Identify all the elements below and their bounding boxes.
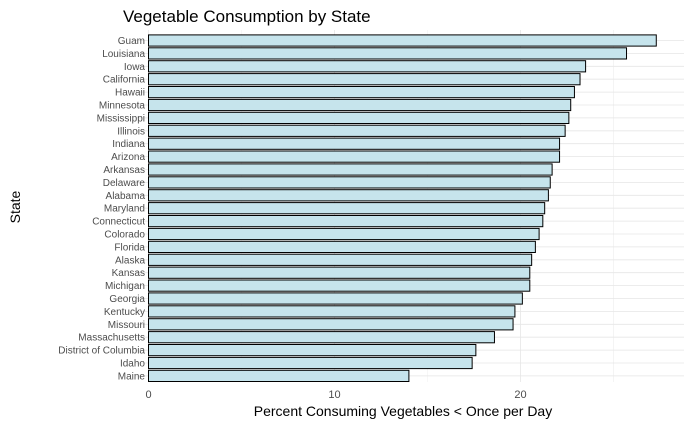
y-tick-label: Kentucky bbox=[104, 307, 145, 318]
bar-michigan bbox=[148, 279, 531, 292]
y-tick-label: Florida bbox=[114, 242, 145, 253]
bar-illinois bbox=[148, 124, 566, 137]
bar-iowa bbox=[148, 60, 587, 73]
y-tick-label: Iowa bbox=[124, 62, 146, 73]
bars bbox=[148, 34, 657, 382]
y-tick-label: Louisiana bbox=[102, 49, 145, 60]
bar-colorado bbox=[148, 227, 540, 241]
x-tick-label: 20 bbox=[514, 389, 526, 401]
x-tick-labels: 0 10 20 bbox=[145, 389, 526, 401]
y-axis-title: State bbox=[7, 190, 23, 223]
y-tick-label: Arizona bbox=[111, 152, 145, 163]
y-tick-label: Missouri bbox=[108, 320, 145, 331]
bar-louisiana bbox=[148, 47, 628, 60]
bar-kentucky bbox=[148, 305, 516, 318]
y-tick-label: Alabama bbox=[106, 191, 146, 202]
y-tick-label: Colorado bbox=[104, 230, 145, 241]
y-tick-label: Mississippi bbox=[97, 113, 145, 124]
bar-maryland bbox=[148, 202, 546, 215]
y-tick-label: Alaska bbox=[115, 255, 145, 266]
y-tick-label: Hawaii bbox=[115, 88, 145, 99]
bar-alabama bbox=[148, 189, 549, 202]
bar-guam bbox=[148, 34, 657, 47]
bar-idaho bbox=[148, 356, 473, 370]
bar-arkansas bbox=[148, 163, 553, 176]
bar-massachusetts bbox=[148, 331, 495, 344]
y-tick-labels: Guam Louisiana Iowa California Hawaii Minneso… bbox=[58, 36, 145, 382]
bar-indiana bbox=[148, 137, 561, 150]
bar-georgia bbox=[148, 292, 523, 305]
bar-maine bbox=[148, 369, 410, 382]
y-tick-label: Kansas bbox=[112, 268, 145, 279]
bar-california bbox=[148, 73, 581, 86]
bar-florida bbox=[148, 240, 536, 254]
bar-district-of-columbia bbox=[148, 344, 477, 357]
y-tick-label: Arkansas bbox=[103, 165, 145, 176]
bar-mississippi bbox=[148, 111, 570, 125]
y-tick-label: Maine bbox=[118, 371, 146, 382]
chart-title: Vegetable Consumption by State bbox=[123, 7, 371, 26]
y-tick-label: Massachusetts bbox=[78, 333, 145, 344]
y-tick-label: Delaware bbox=[103, 178, 146, 189]
y-tick-label: Illinois bbox=[117, 126, 145, 137]
y-tick-label: District of Columbia bbox=[58, 346, 145, 357]
x-tick-label: 0 bbox=[145, 389, 151, 401]
y-tick-label: Guam bbox=[118, 36, 145, 47]
y-tick-label: Connecticut bbox=[92, 217, 145, 228]
bar-missouri bbox=[148, 318, 514, 331]
bar-minnesota bbox=[148, 98, 572, 112]
y-tick-label: California bbox=[103, 75, 146, 86]
bar-connecticut bbox=[148, 215, 544, 228]
y-tick-label: Maryland bbox=[104, 204, 145, 215]
bar-alaska bbox=[148, 253, 533, 266]
bar-arizona bbox=[148, 150, 561, 163]
bar-kansas bbox=[148, 266, 531, 279]
y-tick-label: Indiana bbox=[112, 139, 145, 150]
y-tick-label: Minnesota bbox=[99, 101, 146, 112]
x-tick-label: 10 bbox=[328, 389, 340, 401]
y-tick-label: Michigan bbox=[105, 281, 145, 292]
y-tick-label: Idaho bbox=[120, 359, 145, 370]
bar-hawaii bbox=[148, 86, 575, 99]
bar-delaware bbox=[148, 176, 551, 189]
x-axis-title: Percent Consuming Vegetables < Once per … bbox=[254, 403, 552, 419]
y-tick-label: Georgia bbox=[109, 294, 145, 305]
